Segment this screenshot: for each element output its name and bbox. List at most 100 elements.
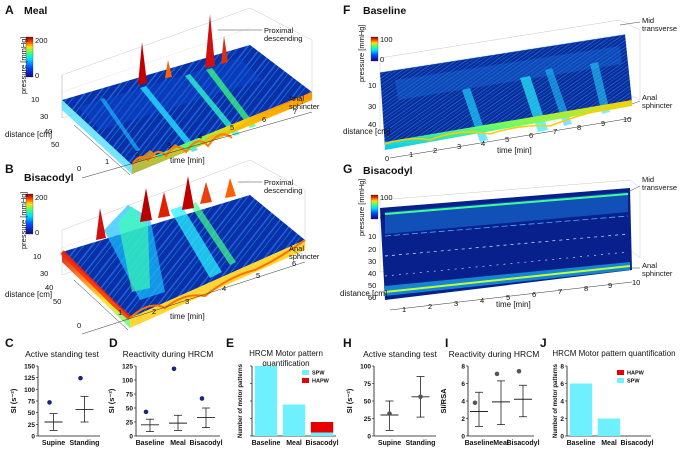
y-tick-label-D: 50: [126, 406, 134, 413]
chart-title-E: HRCM Motor pattern quantification: [249, 349, 323, 368]
dist-tick-A: 30: [40, 112, 49, 121]
distance-label-A: distance [cm]: [5, 130, 53, 139]
time-tick-G: 7: [558, 287, 563, 296]
data-point-I: [516, 368, 522, 374]
scale-max-G: 100: [380, 193, 393, 202]
annot-bottom-A: Anal sphincter: [289, 94, 320, 111]
dist-tick-F: 10: [368, 81, 377, 90]
x-tick-label-I: Meal: [493, 440, 509, 447]
time-tick-A: 4: [198, 132, 203, 141]
x-tick-label-J: Baseline: [567, 440, 596, 447]
y-tick-label-I: 2: [461, 416, 465, 423]
time-tick-F: 9: [601, 119, 606, 128]
dist-tick-G: 30: [368, 257, 377, 266]
x-tick-label-E: Bisacodyl: [305, 440, 338, 447]
x-tick-label-H: Standing: [406, 440, 436, 447]
legend-swatch-SPW-J: [617, 378, 624, 383]
time-tick-F: 0: [385, 154, 390, 163]
time-label-B: time [min]: [170, 312, 205, 321]
panel-letter-J: J: [540, 336, 547, 350]
time-tick-F: 2: [433, 146, 438, 155]
y-tick-label-H: 50: [364, 399, 372, 406]
panel-letter-H: H: [343, 336, 352, 350]
time-tick-A: 7: [293, 107, 298, 116]
time-tick-B: 4: [222, 284, 227, 293]
map-G: [370, 179, 641, 311]
time-tick-F: 10: [623, 115, 632, 124]
dist-tick-B: 30: [40, 269, 49, 278]
y-tick-label-I: 0: [461, 434, 465, 441]
scale-min-B: 0: [35, 228, 40, 237]
y-tick-label-H: 100: [360, 364, 371, 371]
legend-swatch-HAPW-J: [617, 370, 624, 375]
dist-tick-G: 20: [368, 245, 377, 254]
time-tick-F: 4: [481, 139, 486, 148]
x-tick-label-E: Baseline: [252, 440, 281, 447]
annot-top-F: Mid transverse: [642, 16, 678, 33]
data-point-C: [78, 375, 83, 381]
time-tick-F: 3: [457, 142, 462, 151]
data-point-H: [387, 411, 392, 416]
y-tick-label-J: 4: [560, 399, 564, 406]
panel-letter-I: I: [445, 336, 449, 350]
y-tick-label-C: 125: [24, 375, 35, 382]
y-tick-label-C: 75: [28, 399, 36, 406]
dist-tick-G: 10: [368, 232, 377, 241]
y-tick-label-I: 4: [461, 399, 465, 406]
scale-min-A: 0: [35, 71, 40, 80]
y-tick-label-C: 0: [31, 434, 35, 441]
time-label-G: time [min]: [496, 300, 531, 309]
time-tick-F: 6: [529, 131, 534, 140]
panel-title-G: Bisacodyl: [363, 165, 413, 177]
time-tick-F: 7: [553, 127, 558, 136]
data-point-I: [494, 371, 500, 377]
y-tick-label-D: 75: [126, 392, 134, 399]
panel-letter-B: B: [5, 162, 14, 176]
x-tick-label-C: Standing: [70, 440, 100, 447]
data-point-D: [199, 396, 205, 401]
scale-max-B: 200: [35, 193, 48, 202]
data-point-D: [143, 409, 149, 415]
dist-tick-G: 50: [368, 281, 377, 290]
time-tick-B: 5: [256, 271, 261, 280]
y-tick-label-J: 6: [560, 381, 564, 388]
legend-label-HAPW-E: HAPW: [312, 379, 330, 385]
x-tick-label-J: Meal: [601, 440, 617, 447]
y-tick-label-J: 0: [560, 434, 564, 441]
y-tick-label-C: 50: [28, 410, 36, 417]
annot-top-A: Proximal descending: [264, 26, 303, 43]
chart-title-H: Active standing test: [363, 349, 437, 359]
time-tick-A: 0: [77, 164, 82, 173]
panel-letter-G: G: [343, 162, 353, 176]
dist-tick-A: 10: [31, 95, 40, 104]
map-B: [25, 159, 306, 335]
dist-tick-A: 50: [51, 140, 60, 149]
chart-title-C: Active standing test: [25, 349, 99, 359]
x-tick-label-C: Supine: [42, 440, 65, 447]
panel-letter-C: C: [5, 336, 14, 350]
y-tick-label-H: 0: [367, 434, 371, 441]
y-tick-label-I: 8: [461, 364, 465, 371]
legend-label-SPW-J: SPW: [627, 379, 640, 385]
legend-swatch-HAPW-E: [302, 378, 309, 383]
time-tick-G: 2: [428, 302, 433, 311]
y-tick-label-C: 150: [24, 364, 35, 371]
panel-title-A: Meal: [24, 5, 48, 17]
dist-tick-G: 40: [368, 269, 377, 278]
data-point-I: [472, 400, 478, 406]
x-tick-label-E: Meal: [286, 440, 302, 447]
time-tick-G: 9: [608, 281, 613, 290]
distance-label-G: distance [cm]: [340, 289, 388, 298]
y-tick-label-J: 2: [560, 416, 564, 423]
x-tick-label-D: Baseline: [136, 440, 165, 447]
annot-bottom-F: Anal sphincter: [642, 93, 673, 110]
scale-max-A: 200: [35, 36, 48, 45]
panel-letter-D: D: [109, 336, 118, 350]
data-point-D: [171, 366, 177, 372]
bar-SPW-J: [597, 418, 621, 436]
legend-label-SPW-E: SPW: [312, 371, 325, 377]
time-tick-B: 1: [118, 308, 123, 317]
bar-SPW-J: [569, 383, 593, 436]
time-tick-G: 3: [454, 299, 459, 308]
